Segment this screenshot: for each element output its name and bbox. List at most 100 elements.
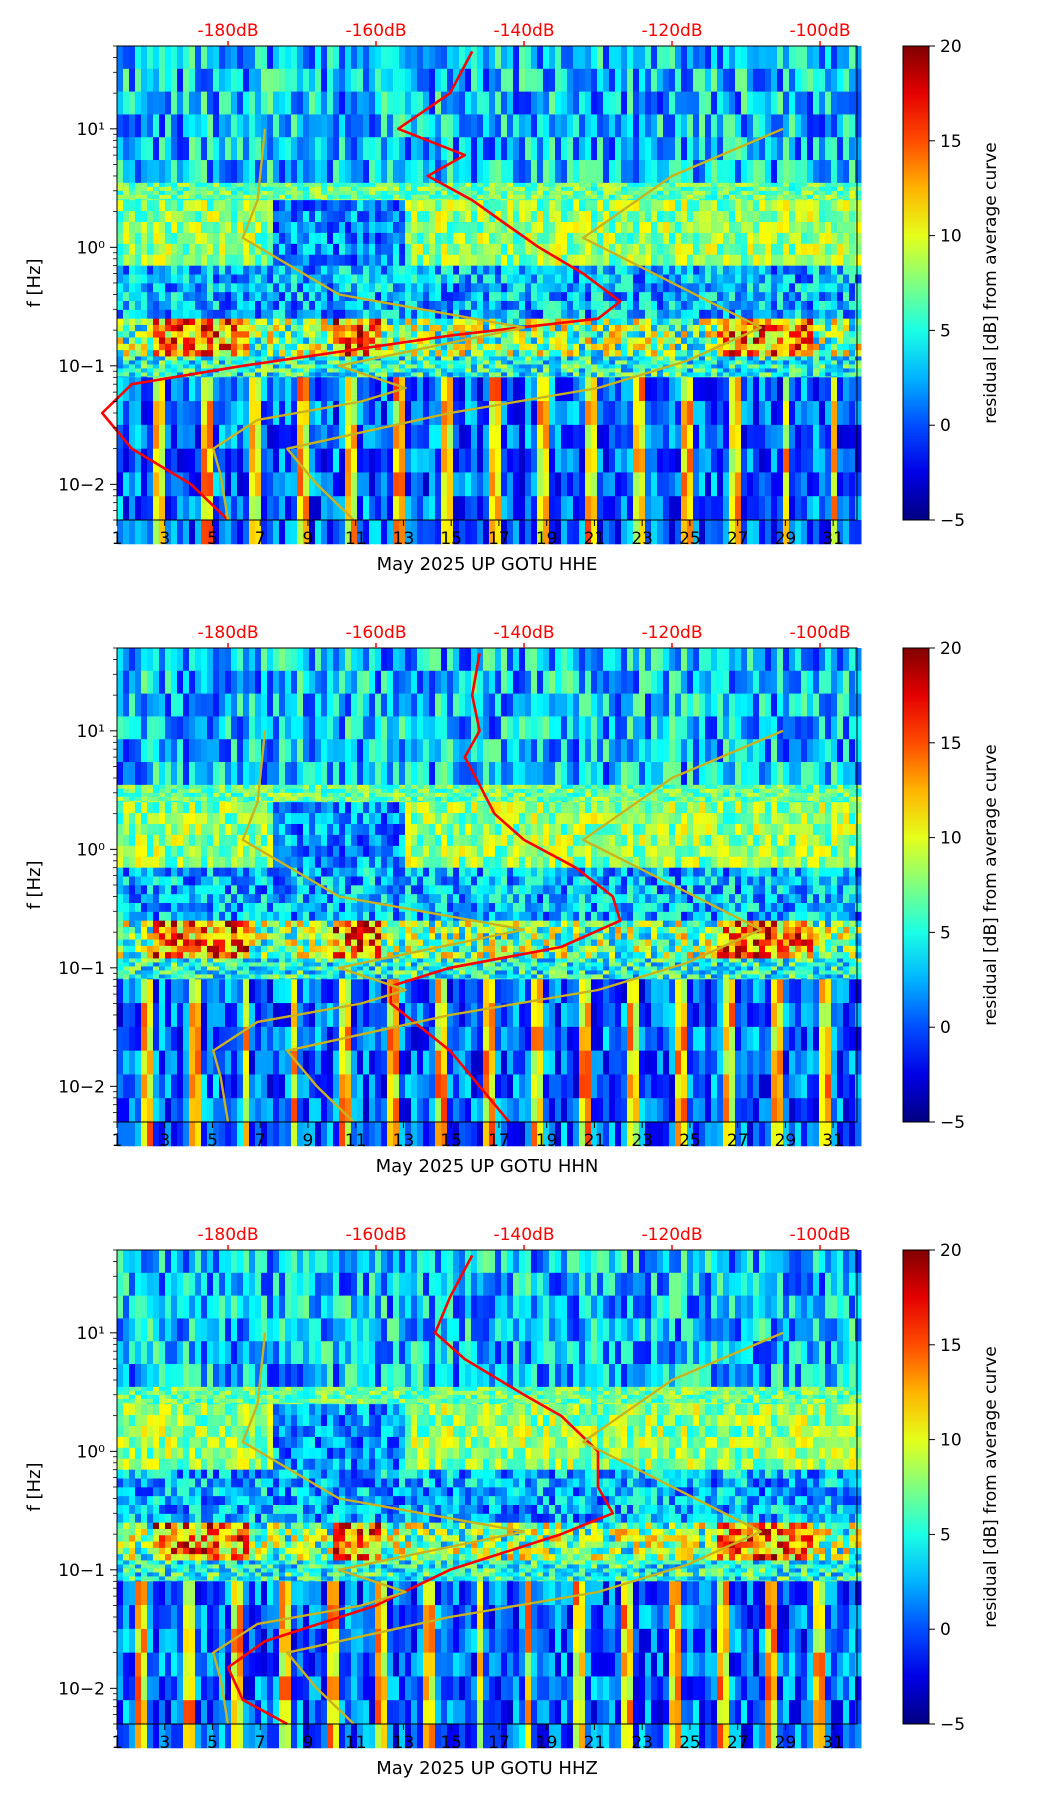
heatmap-cell [501, 448, 508, 473]
heatmap-cell [771, 331, 778, 339]
heatmap-cell [681, 46, 688, 70]
heatmap-cell [141, 182, 148, 188]
heatmap-cell [387, 356, 394, 361]
heatmap-cell [531, 292, 538, 302]
heatmap-cell [279, 301, 286, 311]
heatmap-cell [567, 186, 574, 192]
heatmap-cell [333, 292, 340, 302]
heatmap-cell [333, 211, 340, 223]
heatmap-cell [603, 448, 610, 473]
heatmap-cell [711, 356, 718, 361]
heatmap-cell [747, 401, 754, 426]
heatmap-cell [603, 222, 610, 234]
heatmap-cell [549, 265, 556, 276]
heatmap-cell [525, 377, 532, 402]
heatmap-cell [645, 377, 652, 402]
heatmap-cell [567, 274, 574, 284]
heatmap-cell [141, 114, 148, 138]
heatmap-cell [129, 337, 136, 345]
heatmap-cell [549, 377, 556, 402]
heatmap-cell [489, 424, 496, 450]
heatmap-cell [531, 350, 538, 357]
heatmap-cell [501, 350, 508, 357]
heatmap-cell [573, 211, 580, 223]
heatmap-cell [153, 200, 160, 212]
heatmap-cell [831, 211, 838, 223]
heatmap-cell [561, 182, 568, 188]
heatmap-cell [117, 372, 124, 377]
heatmap-cell [477, 292, 484, 302]
heatmap-cell [213, 243, 220, 256]
heatmap-cell [843, 182, 850, 188]
heatmap-cell [165, 356, 172, 361]
heatmap-cell [549, 232, 556, 245]
heatmap-cell [537, 337, 544, 345]
heatmap-cell [351, 68, 358, 93]
heatmap-cell [153, 309, 160, 320]
heatmap-cell [831, 91, 838, 115]
heatmap-cell [555, 182, 562, 188]
heatmap-cell [615, 401, 622, 426]
heatmap-cell [555, 243, 562, 256]
heatmap-cell [627, 318, 634, 326]
heatmap-cell [633, 324, 640, 332]
heatmap-cell [585, 200, 592, 212]
heatmap-cell [321, 318, 328, 326]
heatmap-cell [651, 356, 658, 361]
heatmap-cell [429, 137, 436, 161]
heatmap-cell [315, 200, 322, 212]
heatmap-cell [519, 200, 526, 212]
heatmap-cell [477, 274, 484, 284]
heatmap-cell [285, 337, 292, 345]
heatmap-cell [309, 190, 316, 196]
heatmap-cell [549, 274, 556, 284]
heatmap-cell [663, 472, 670, 497]
heatmap-cell [609, 222, 616, 234]
heatmap-cell [375, 114, 382, 138]
heatmap-cell [759, 292, 766, 302]
heatmap-cell [147, 350, 154, 357]
heatmap-cell [807, 211, 814, 223]
heatmap-cell [729, 301, 736, 311]
heatmap-cell [801, 356, 808, 361]
heatmap-cell [831, 114, 838, 138]
heatmap-cell [279, 274, 286, 284]
heatmap-cell [579, 356, 586, 361]
heatmap-cell [507, 343, 514, 351]
heatmap-cell [753, 401, 760, 426]
heatmap-cell [399, 331, 406, 339]
heatmap-cell [369, 182, 376, 188]
heatmap-cell [429, 350, 436, 357]
heatmap-cell [657, 254, 664, 267]
heatmap-cell [609, 309, 616, 320]
heatmap-cell [549, 194, 556, 200]
heatmap-cell [471, 46, 478, 70]
heatmap-cell [747, 114, 754, 138]
heatmap-cell [843, 337, 850, 345]
heatmap-cell [723, 331, 730, 339]
heatmap-cell [591, 368, 598, 373]
heatmap-cell [693, 324, 700, 332]
heatmap-cell [741, 200, 748, 212]
heatmap-cell [693, 222, 700, 234]
heatmap-cell [801, 274, 808, 284]
heatmap-cell [147, 254, 154, 267]
heatmap-cell [285, 360, 292, 365]
heatmap-cell [417, 182, 424, 188]
heatmap-cell [693, 254, 700, 267]
heatmap-cell [369, 68, 376, 93]
heatmap-cell [627, 137, 634, 161]
heatmap-cell [225, 318, 232, 326]
heatmap-cell [837, 331, 844, 339]
heatmap-cell [153, 372, 160, 377]
heatmap-cell [153, 265, 160, 276]
heatmap-cell [429, 265, 436, 276]
heatmap-cell [837, 368, 844, 373]
heatmap-cell [321, 182, 328, 188]
heatmap-cell [753, 364, 760, 369]
heatmap-cell [285, 190, 292, 196]
heatmap-cell [699, 222, 706, 234]
heatmap-cell [633, 91, 640, 115]
heatmap-cell [261, 401, 268, 426]
heatmap-cell [681, 368, 688, 373]
